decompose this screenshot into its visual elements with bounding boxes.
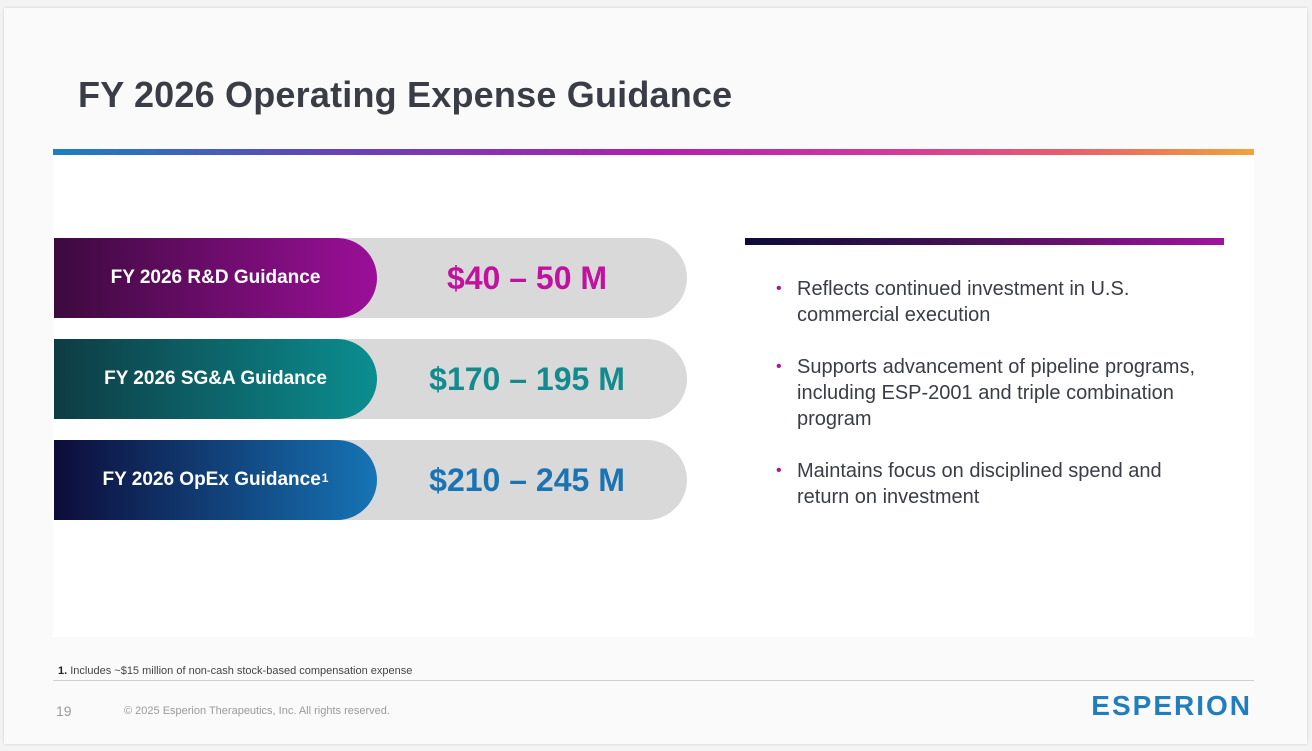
bullets-accent-bar (745, 238, 1224, 245)
guidance-sga-value: $170 – 195 M (429, 360, 625, 397)
guidance-opex-footnote-ref: 1 (321, 471, 329, 485)
esperion-logo: ESPERION (1091, 690, 1252, 721)
guidance-rd-label: FY 2026 R&D Guidance (54, 238, 377, 318)
page-number: 19 (56, 703, 72, 719)
bullet-text: Reflects continued investment in U.S. co… (797, 278, 1130, 326)
guidance-opex: FY 2026 OpEx Guidance 1 $210 – 245 M (54, 440, 687, 520)
guidance-sga-label-text: FY 2026 SG&A Guidance (104, 368, 327, 389)
guidance-rd-value: $40 – 50 M (446, 259, 608, 296)
bullet-list: • Reflects continued investment in U.S. c… (773, 276, 1213, 536)
bullet-text: Maintains focus on disciplined spend and… (797, 460, 1162, 508)
bullet-dot-icon: • (776, 358, 782, 375)
footnote-text: Includes ~$15 million of non-cash stock-… (70, 665, 413, 677)
bullet-dot-icon: • (776, 462, 782, 479)
bullet-text: Supports advancement of pipeline program… (797, 356, 1196, 430)
title-gradient-rule (53, 149, 1254, 155)
guidance-opex-label-text: FY 2026 OpEx Guidance (102, 469, 321, 490)
bullet-item: • Maintains focus on disciplined spend an… (773, 458, 1213, 510)
footnote: 1. Includes ~$15 million of non-cash sto… (58, 665, 412, 677)
guidance-sga: FY 2026 SG&A Guidance $170 – 195 M (54, 339, 687, 419)
footnote-marker: 1. (58, 665, 68, 677)
bullet-item: • Supports advancement of pipeline progra… (773, 354, 1213, 432)
guidance-rd: FY 2026 R&D Guidance $40 – 50 M (54, 238, 687, 318)
footer-divider (53, 680, 1254, 681)
guidance-rd-label-text: FY 2026 R&D Guidance (110, 267, 321, 288)
content-area: FY 2026 R&D Guidance $40 – 50 M FY 2026 … (53, 155, 1254, 637)
copyright: © 2025 Esperion Therapeutics, Inc. All r… (124, 705, 390, 717)
guidance-opex-label: FY 2026 OpEx Guidance 1 (54, 440, 377, 520)
slide-title: FY 2026 Operating Expense Guidance (78, 74, 733, 115)
bullet-item: • Reflects continued investment in U.S. c… (773, 276, 1213, 328)
guidance-opex-value: $210 – 245 M (429, 461, 625, 498)
guidance-sga-label: FY 2026 SG&A Guidance (54, 339, 377, 419)
bullet-dot-icon: • (776, 280, 782, 297)
slide: FY 2026 Operating Expense Guidance FY 20… (4, 8, 1307, 744)
